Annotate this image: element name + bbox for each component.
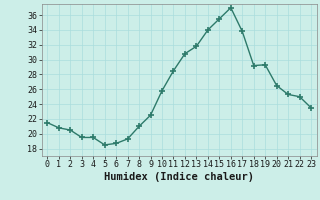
X-axis label: Humidex (Indice chaleur): Humidex (Indice chaleur) (104, 172, 254, 182)
